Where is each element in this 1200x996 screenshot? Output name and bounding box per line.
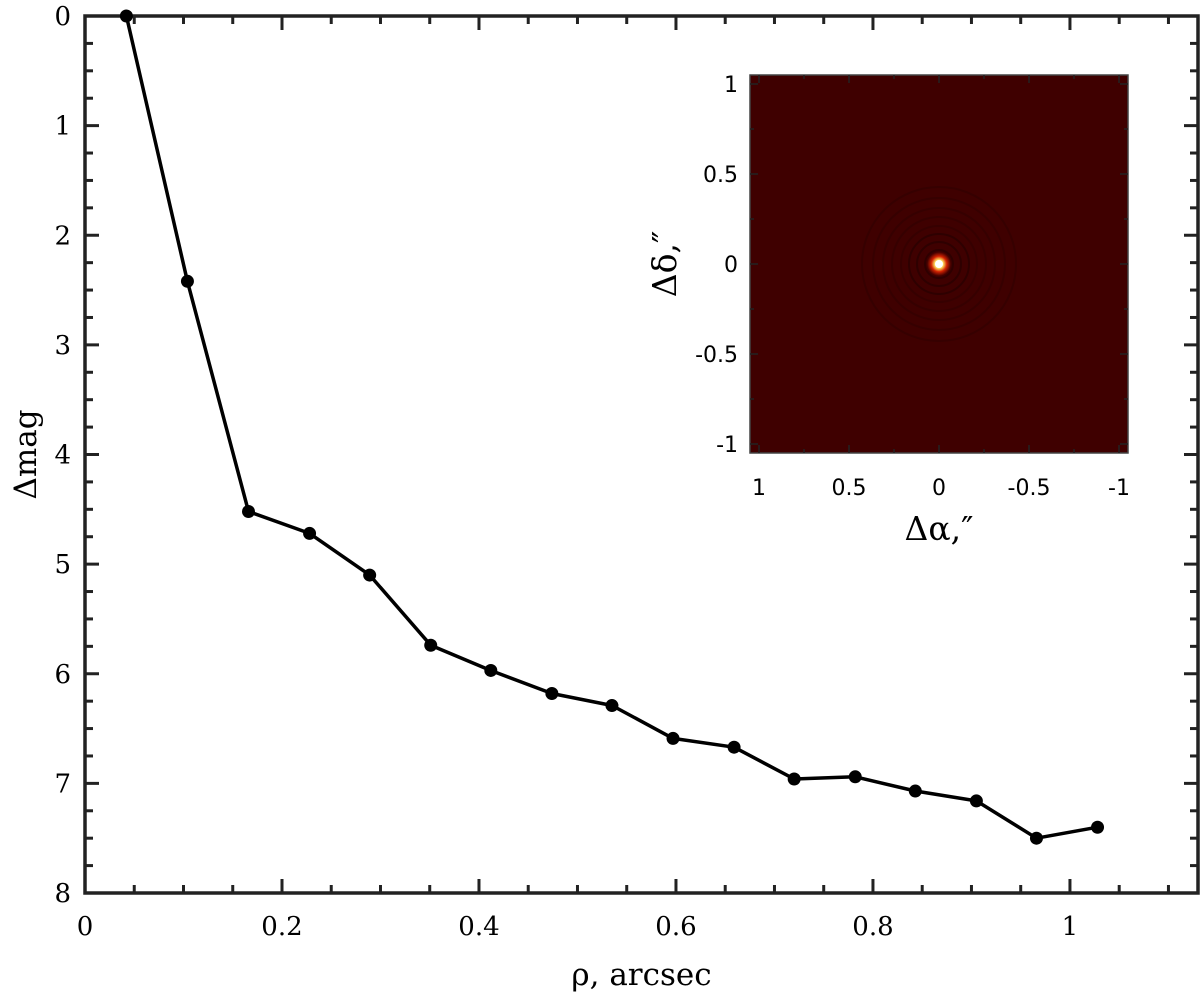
inset-x-tick-label: 0 [932,476,946,501]
y-tick-label: 0 [54,2,71,32]
y-tick-label: 6 [54,660,71,690]
data-point [180,274,194,288]
data-point [666,731,680,745]
data-point [727,740,741,754]
main-axis-ticks [83,14,1198,895]
diffraction-ring [861,186,1017,342]
data-point [848,770,862,784]
x-tick-label: 0.4 [458,912,499,942]
diffraction-ring [900,225,978,303]
data-point [908,784,922,798]
data-point [119,9,133,23]
inset-x-tick-label: -1 [1108,476,1130,501]
series-points [119,9,1105,845]
x-tick-label: 1 [1062,912,1079,942]
y-tick-label: 5 [54,550,71,580]
y-tick-label: 7 [54,769,71,799]
y-tick-label: 1 [54,112,71,142]
inset-x-tick-label: 1 [752,476,766,501]
data-point [605,699,619,713]
x-tick-label: 0.2 [261,912,302,942]
x-tick-label: 0 [77,912,94,942]
inset-plot: 1 0.5 0 -0.5 -1 1 0.5 0 -0.5 -1 Δα,″ Δδ,″ [645,73,1130,548]
y-tick-label: 2 [54,221,71,251]
inset-y-axis-label: Δδ,″ [645,231,684,298]
data-point [1029,831,1043,845]
data-point [1091,820,1105,834]
y-tick-label: 8 [54,879,71,909]
diffraction-ring [891,216,987,312]
inset-psf-peak [935,260,943,268]
main-tick-labels: 0 0.2 0.4 0.6 0.8 1 0 1 2 3 4 5 6 7 8 [54,2,1078,942]
inset-axis-ticks [750,75,1128,453]
data-point [424,638,438,652]
inset-y-tick-label: 1 [724,73,738,98]
data-point [363,568,377,582]
inset-x-axis-label: Δα,″ [905,509,974,548]
main-plot: 0 0.2 0.4 0.6 0.8 1 0 1 2 3 4 5 6 7 8 ρ, arcsec Δmag [8,2,1200,993]
y-tick-label: 3 [54,331,71,361]
inset-tick-labels: 1 0.5 0 -0.5 -1 1 0.5 0 -0.5 -1 [695,73,1130,501]
inset-x-tick-label: 0.5 [832,476,867,501]
diffraction-ring [916,241,962,287]
data-point [242,505,256,519]
diffraction-ring [924,249,954,279]
x-tick-label: 0.8 [852,912,893,942]
diffraction-ring [908,233,970,295]
diffraction-ring [882,207,996,321]
diffraction-ring [872,197,1006,331]
data-point [969,794,983,808]
data-point [787,772,801,786]
inset-y-tick-label: -0.5 [695,343,738,368]
x-tick-label: 0.6 [655,912,696,942]
inset-diffraction-rings [861,186,1017,342]
y-axis-label: Δmag [8,409,44,499]
data-point [303,526,317,540]
y-tick-label: 4 [54,441,71,471]
x-axis-label: ρ, arcsec [571,957,711,993]
data-point [545,686,559,700]
inset-x-tick-label: -0.5 [1008,476,1051,501]
inset-y-tick-label: -1 [716,433,738,458]
inset-y-tick-label: 0.5 [703,163,738,188]
data-point [484,663,498,677]
inset-y-tick-label: 0 [724,253,738,278]
